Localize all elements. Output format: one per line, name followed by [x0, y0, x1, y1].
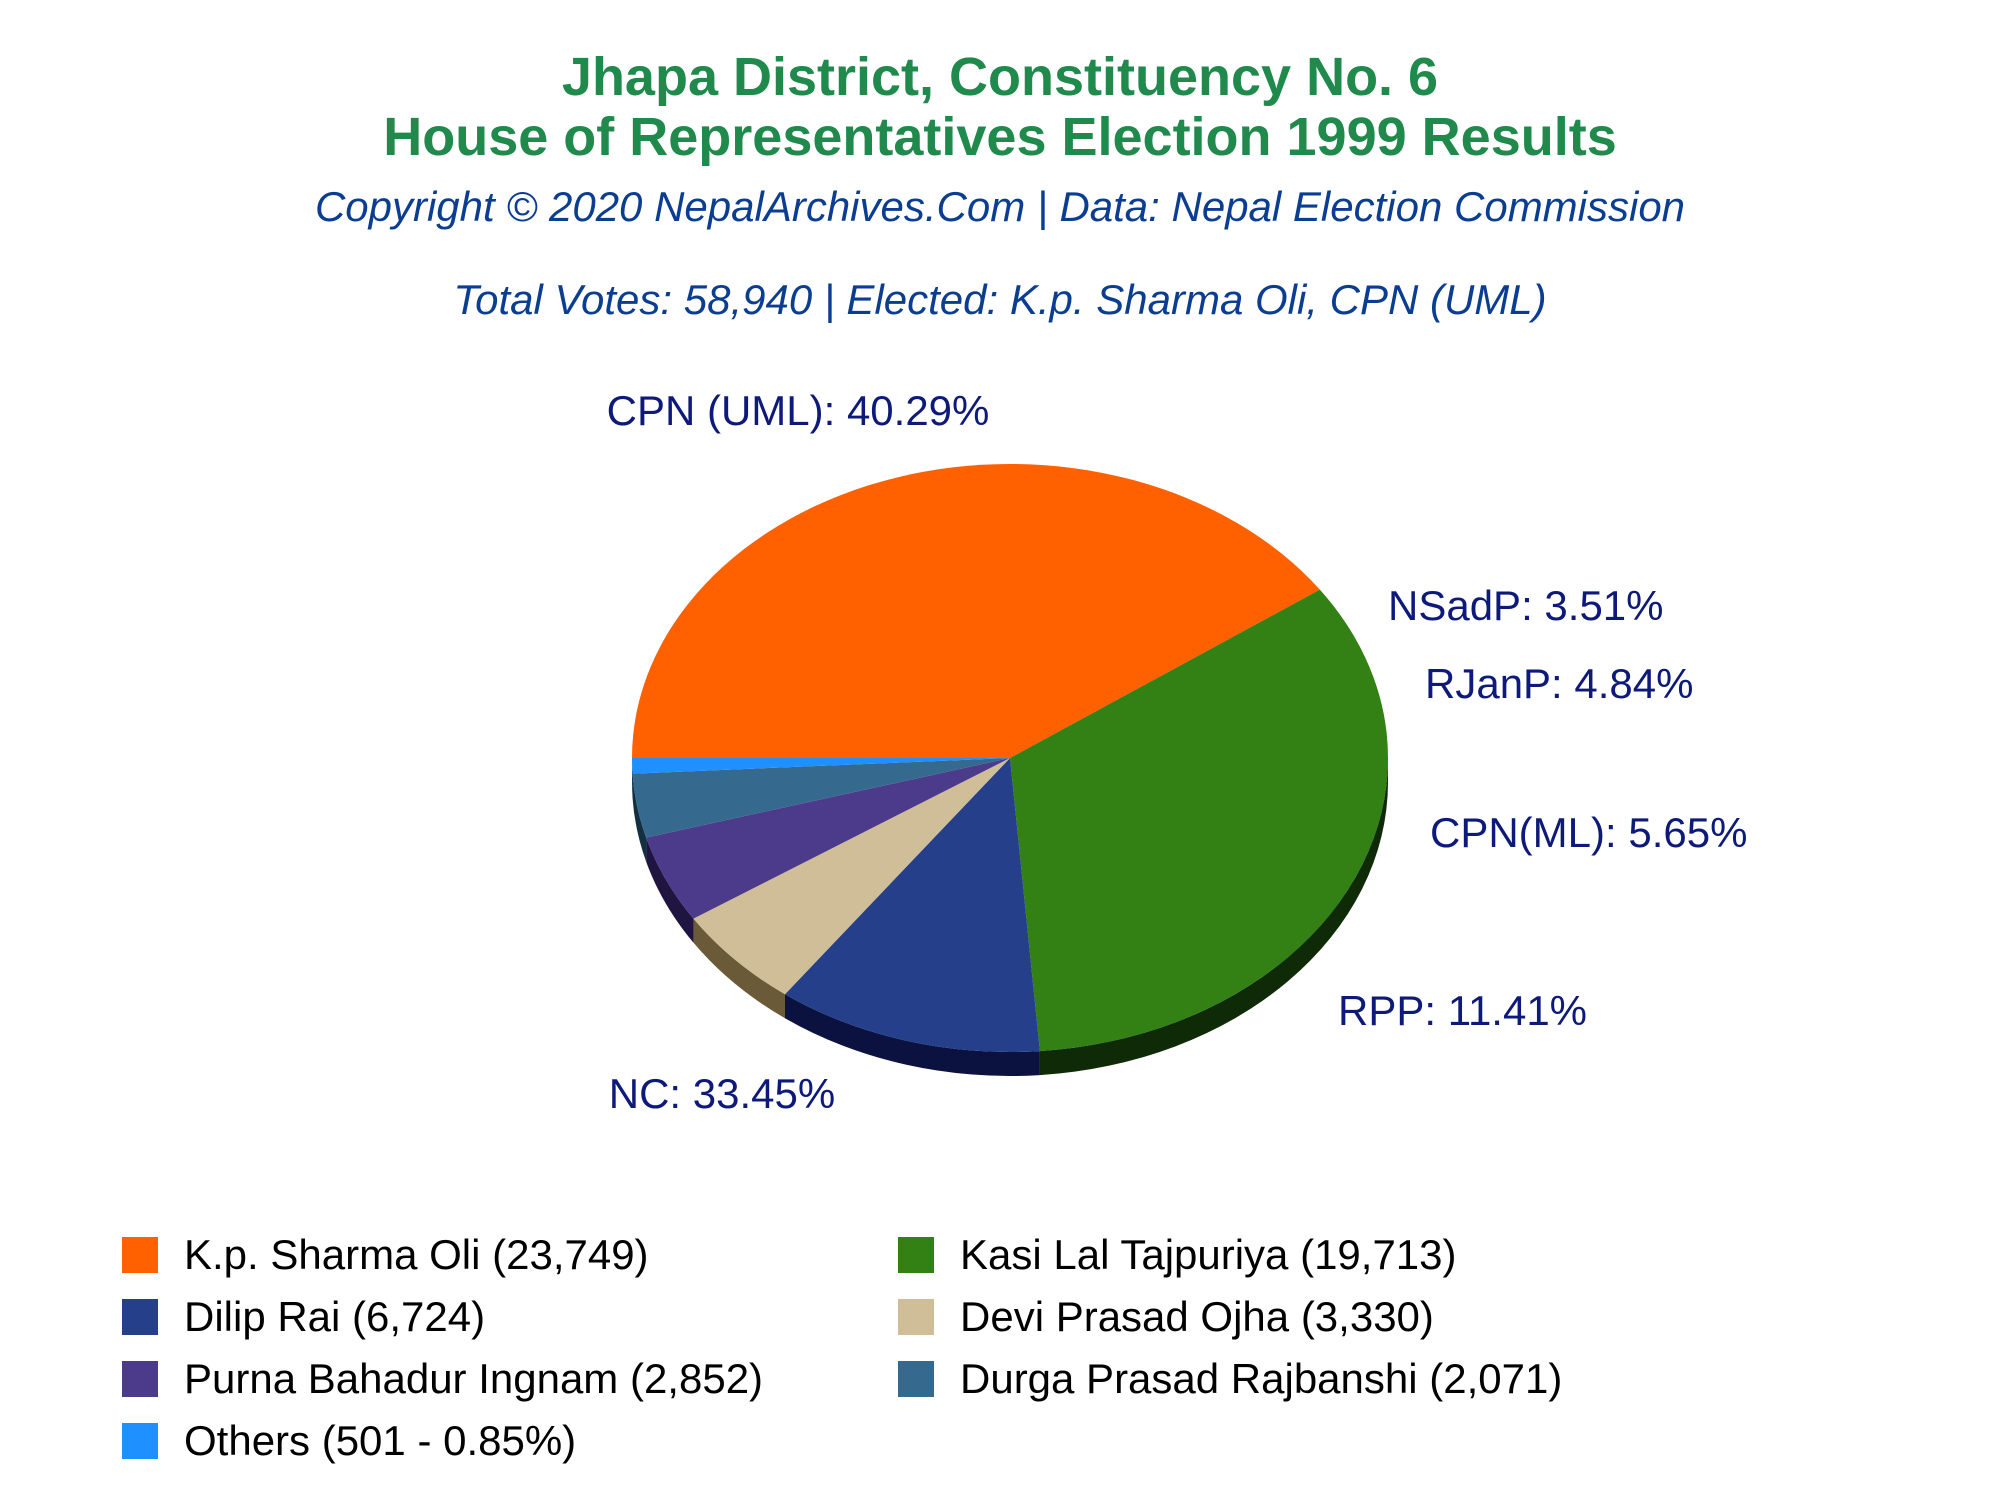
legend-swatch: [122, 1423, 158, 1459]
pie-slice-rjanp: [646, 758, 1010, 919]
legend-label: Purna Bahadur Ingnam (2,852): [184, 1355, 764, 1402]
legend-item: K.p. Sharma Oli (23,749): [122, 1231, 649, 1279]
slice-label-cpn-ml-: CPN(ML): 5.65%: [1430, 809, 1747, 856]
legend-label: Durga Prasad Rajbanshi (2,071): [960, 1355, 1563, 1402]
copyright-line: Copyright © 2020 NepalArchives.Com | Dat…: [314, 183, 1686, 230]
slice-label-rpp: RPP: 11.41%: [1338, 987, 1587, 1034]
pie-slice-rpp: [784, 758, 1040, 1052]
chart-title-line2: House of Representatives Election 1999 R…: [383, 107, 1617, 167]
slice-label-nsadp: NSadP: 3.51%: [1388, 582, 1664, 629]
legend-label: Devi Prasad Ojha (3,330): [960, 1293, 1434, 1340]
pie-side-others: [632, 758, 633, 798]
pie-slice-others: [632, 758, 1010, 774]
pie-side-cpn-ml-: [693, 918, 785, 1019]
slice-label-rjanp: RJanP: 4.84%: [1425, 660, 1694, 707]
chart-title-line1: Jhapa District, Constituency No. 6: [561, 47, 1439, 107]
pie-side-rjanp: [646, 837, 694, 943]
legend-item: Devi Prasad Ojha (3,330): [898, 1293, 1434, 1341]
pie-slice-cpn-uml-: [632, 463, 1320, 758]
slice-label-cpn-uml-: CPN (UML): 40.29%: [607, 387, 990, 434]
pie-slice-cpn-ml-: [693, 758, 1010, 995]
pie-side-nsadp: [632, 773, 647, 862]
legend-swatch: [122, 1237, 158, 1273]
pie-slice-nsadp: [632, 758, 1010, 838]
legend-item: Durga Prasad Rajbanshi (2,071): [898, 1355, 1562, 1403]
legend-label: Dilip Rai (6,724): [184, 1293, 486, 1340]
legend-swatch: [898, 1237, 934, 1273]
legend-item: Dilip Rai (6,724): [122, 1293, 485, 1341]
legend-label: Kasi Lal Tajpuriya (19,713): [960, 1231, 1457, 1278]
legend-swatch: [122, 1361, 158, 1397]
slice-label-nc: NC: 33.45%: [609, 1070, 835, 1117]
pie-chart: CPN (UML): 40.29% NC: 33.45% RPP: 11.41% CP…: [607, 387, 1748, 1117]
legend-swatch: [898, 1361, 934, 1397]
legend-label: Others (501 - 0.85%): [184, 1417, 577, 1464]
legend-label: K.p. Sharma Oli (23,749): [184, 1231, 649, 1278]
legend-item: Purna Bahadur Ingnam (2,852): [122, 1355, 763, 1403]
pie-side-rpp: [784, 994, 1040, 1076]
legend-swatch: [898, 1299, 934, 1335]
legend-item: Others (501 - 0.85%): [122, 1417, 576, 1465]
pie-side-nc: [1039, 758, 1388, 1076]
legend-item: Kasi Lal Tajpuriya (19,713): [898, 1231, 1457, 1279]
summary-line: Total Votes: 58,940 | Elected: K.p. Shar…: [453, 276, 1547, 323]
pie-slice-nc: [1010, 589, 1388, 1052]
pie-slices: [632, 463, 1388, 1052]
legend-swatch: [122, 1299, 158, 1335]
pie-depth: [632, 758, 1388, 1076]
